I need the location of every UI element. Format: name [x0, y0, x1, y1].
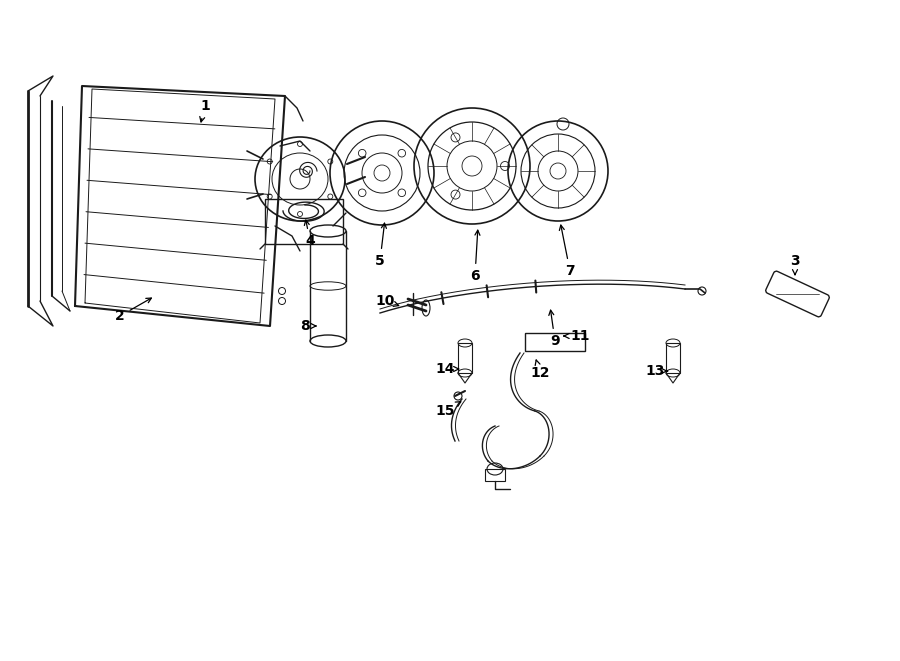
Circle shape	[398, 149, 406, 157]
Circle shape	[267, 159, 272, 164]
Text: 9: 9	[549, 310, 560, 348]
Text: 3: 3	[790, 254, 800, 274]
Text: 6: 6	[470, 230, 480, 283]
Bar	[458, 343, 472, 373]
Circle shape	[451, 190, 460, 199]
Text: 10: 10	[375, 294, 399, 308]
Text: 12: 12	[530, 360, 550, 380]
Text: 7: 7	[559, 225, 575, 278]
Text: 5: 5	[375, 223, 386, 268]
Text: 11: 11	[564, 329, 590, 343]
Text: 14: 14	[436, 362, 459, 376]
Text: 8: 8	[300, 319, 316, 333]
Bar	[265, 199, 343, 244]
Text: 15: 15	[436, 402, 461, 418]
Circle shape	[328, 159, 333, 164]
Circle shape	[398, 189, 406, 196]
Text: 13: 13	[645, 364, 668, 378]
Circle shape	[267, 194, 272, 199]
Circle shape	[328, 194, 333, 199]
Circle shape	[358, 149, 366, 157]
Circle shape	[451, 133, 460, 142]
Bar	[485, 469, 505, 481]
Circle shape	[298, 212, 302, 217]
Circle shape	[298, 141, 302, 147]
Circle shape	[500, 161, 509, 171]
Text: 1: 1	[200, 99, 210, 122]
Circle shape	[358, 189, 366, 196]
Text: 4: 4	[304, 220, 315, 248]
Bar	[666, 343, 680, 373]
Bar	[525, 333, 585, 351]
Text: 2: 2	[115, 298, 151, 323]
